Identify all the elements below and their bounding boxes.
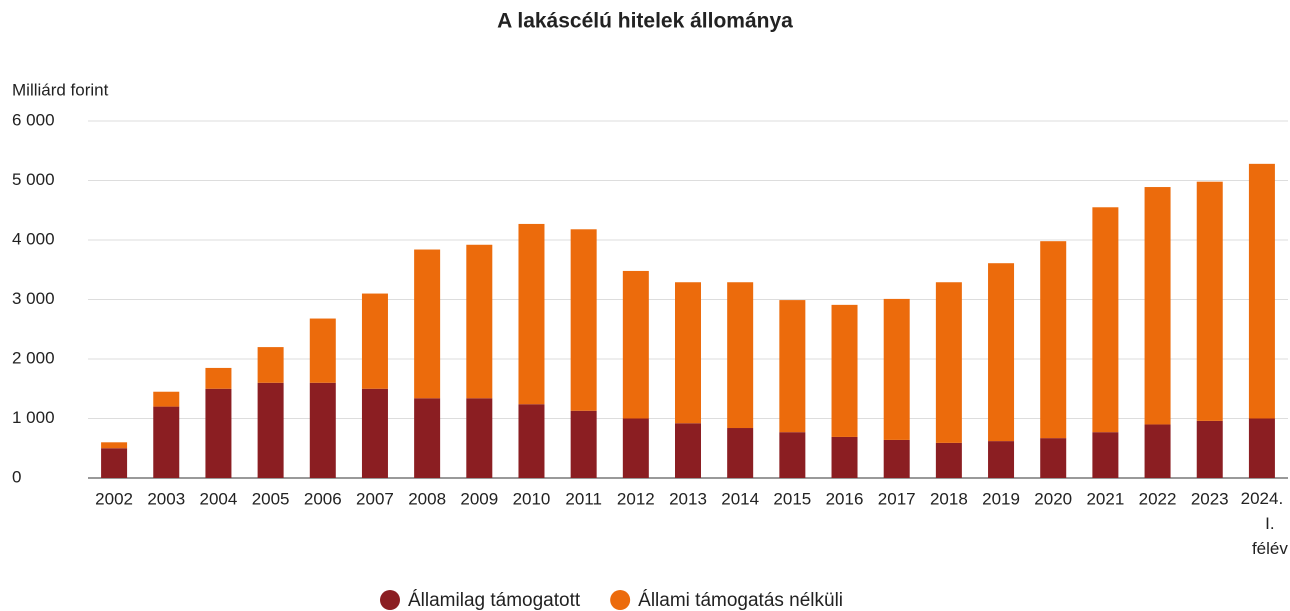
bar-segment <box>727 428 754 478</box>
y-tick-label: 1 000 <box>12 408 55 427</box>
legend-swatch <box>380 590 400 610</box>
chart-title: A lakáscélú hitelek állománya <box>497 10 793 33</box>
bar-segment <box>205 367 232 389</box>
x-tick-label: 2013 <box>669 489 707 508</box>
x-tick-label: 2022 <box>1139 489 1177 508</box>
x-tick-label: 2005 <box>252 489 290 508</box>
bar-segment <box>309 318 336 383</box>
bar-segment <box>361 293 388 389</box>
bar-segment <box>570 410 597 478</box>
bar-segment <box>883 439 910 478</box>
bar-segment <box>1196 181 1223 421</box>
bar-segment <box>988 441 1015 478</box>
legend-swatch <box>610 590 631 610</box>
x-tick-label: 2019 <box>982 489 1020 508</box>
bar-segment <box>1248 418 1275 478</box>
x-tick-label: 2010 <box>513 489 551 508</box>
bar-segment <box>1040 438 1067 478</box>
bar-segment <box>622 270 649 419</box>
bar-segment <box>1248 163 1275 419</box>
bar-segment <box>414 249 441 399</box>
bar-segment <box>675 423 701 478</box>
bar-segment <box>257 347 284 383</box>
bar-segment <box>153 391 180 407</box>
bar-segment <box>101 448 128 478</box>
y-tick-label: 0 <box>12 467 21 486</box>
x-tick-label: 2009 <box>460 489 498 508</box>
x-tick-label: 2011 <box>565 489 602 508</box>
bar-segment <box>1144 424 1171 478</box>
x-tick-label: 2021 <box>1086 489 1124 508</box>
y-axis-label: Milliárd forint <box>12 80 109 99</box>
bar-segment <box>466 398 493 478</box>
x-tick-label: 2003 <box>147 489 185 508</box>
bar-segment <box>675 282 701 424</box>
bar-segment <box>779 300 806 433</box>
bar-segment <box>101 442 128 449</box>
bar-segment <box>988 263 1015 442</box>
bar-segment <box>831 436 858 478</box>
x-tick-label: 2012 <box>617 489 655 508</box>
bar-segment <box>622 418 649 478</box>
x-tick-label: 2020 <box>1034 489 1072 508</box>
y-tick-label: 6 000 <box>12 110 55 129</box>
bar-segment <box>361 388 388 478</box>
bar-segment <box>779 432 806 478</box>
bar-segment <box>1196 420 1223 478</box>
bar-segment <box>257 382 284 478</box>
bar-segment <box>831 304 858 437</box>
y-tick-label: 3 000 <box>12 289 55 308</box>
bar-segment <box>935 442 962 478</box>
y-tick-label: 2 000 <box>12 348 55 367</box>
bar-segment <box>414 398 441 478</box>
bar-segment <box>1144 187 1171 425</box>
bar-segment <box>935 282 962 443</box>
x-tick-label: 2024. I. félév <box>1241 489 1289 558</box>
bar-segment <box>1092 207 1119 433</box>
bar-segment <box>1040 241 1067 439</box>
x-tick-label: 2006 <box>304 489 342 508</box>
bar-segment <box>466 244 493 399</box>
bar-segment <box>518 404 545 478</box>
x-tick-label: 2018 <box>930 489 968 508</box>
x-tick-label: 2007 <box>356 489 394 508</box>
bar-segment <box>883 298 910 440</box>
bar-segment <box>153 406 180 478</box>
y-tick-label: 4 000 <box>12 229 55 248</box>
legend-label: Államilag támogatott <box>408 590 581 611</box>
bar-segment <box>570 229 597 411</box>
legend-label: Állami támogatás nélküli <box>638 590 843 611</box>
bar-segment <box>1092 432 1119 478</box>
x-tick-label: 2016 <box>826 489 864 508</box>
bar-segment <box>727 282 754 429</box>
x-tick-label: 2023 <box>1191 489 1229 508</box>
y-tick-label: 5 000 <box>12 170 55 189</box>
x-tick-label: 2008 <box>408 489 446 508</box>
bar-segment <box>309 382 336 478</box>
bar-segment <box>205 388 232 478</box>
x-tick-label: 2014 <box>721 489 759 508</box>
x-tick-label: 2002 <box>95 489 133 508</box>
bar-segment <box>518 223 545 405</box>
x-tick-label: 2004 <box>200 489 238 508</box>
x-tick-label: 2015 <box>773 489 811 508</box>
x-tick-label: 2017 <box>878 489 916 508</box>
